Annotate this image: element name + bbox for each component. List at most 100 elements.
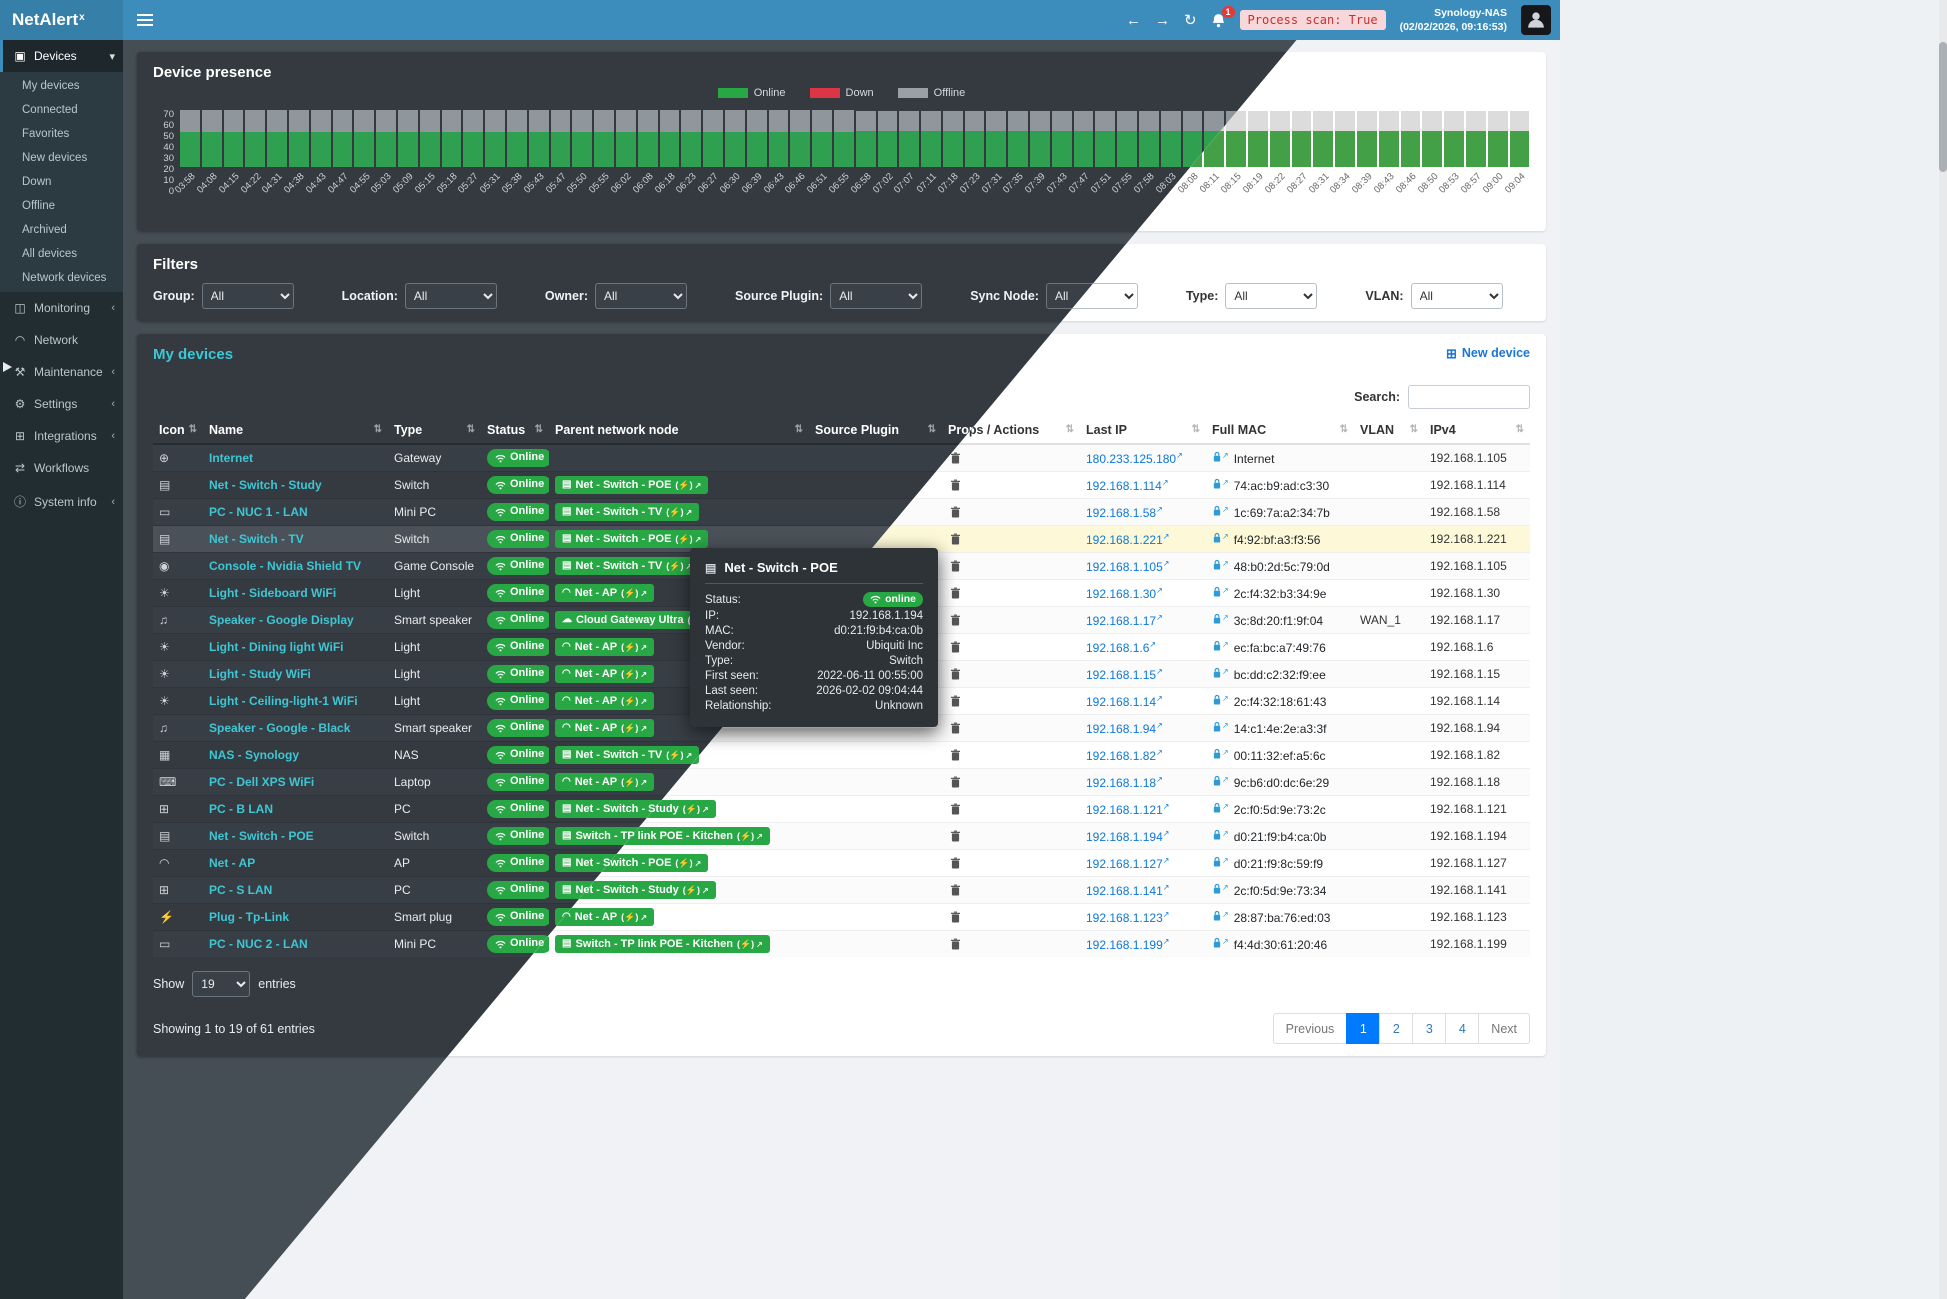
parent-node-button[interactable]: ◠Net - AP(⚡)↗ — [555, 638, 655, 656]
device-name-link[interactable]: PC - Dell XPS WiFi — [209, 775, 315, 789]
device-name-link[interactable]: PC - B LAN — [209, 802, 273, 816]
sidebar-item-down[interactable]: Down — [22, 176, 52, 188]
parent-node-button[interactable]: ▤Net - Switch - POE(⚡)↗ — [555, 476, 709, 494]
sidebar-item-settings[interactable]: ⚙ Settings ‹ — [0, 388, 123, 420]
column-header-name[interactable]: Name ⇅ — [203, 417, 388, 445]
previous-page-button[interactable]: Previous — [1272, 1013, 1348, 1044]
delete-device-button[interactable] — [948, 612, 963, 628]
legend-item-online[interactable]: Online — [717, 87, 786, 99]
lock-icon[interactable] — [1212, 667, 1222, 679]
device-name-link[interactable]: PC - S LAN — [209, 883, 273, 897]
device-name-link[interactable]: PC - NUC 1 - LAN — [209, 505, 308, 519]
last-ip-link[interactable]: 192.168.1.194 — [1086, 829, 1163, 844]
delete-device-button[interactable] — [948, 855, 963, 871]
lock-icon[interactable] — [1212, 586, 1222, 598]
last-ip-link[interactable]: 192.168.1.58 — [1086, 505, 1157, 520]
delete-device-button[interactable] — [948, 558, 963, 574]
delete-device-button[interactable] — [948, 801, 963, 817]
lock-icon[interactable] — [1212, 640, 1222, 652]
last-ip-link[interactable]: 192.168.1.141 — [1086, 883, 1163, 898]
parent-node-button[interactable]: ▤Switch - TP link POE - Kitchen(⚡)↗ — [555, 935, 770, 953]
parent-node-button[interactable]: ▤Net - Switch - POE(⚡)↗ — [555, 530, 709, 548]
parent-node-button[interactable]: ▤Net - Switch - TV(⚡)↗ — [555, 503, 700, 521]
column-header-source-plugin[interactable]: Source Plugin ⇅ — [809, 417, 942, 445]
delete-device-button[interactable] — [948, 936, 963, 952]
page-button-2[interactable]: 2 — [1379, 1013, 1414, 1044]
filter-select-source-plugin[interactable]: All — [830, 283, 923, 309]
filter-select-vlan[interactable]: All — [1410, 283, 1503, 309]
parent-node-button[interactable]: ◠Net - AP(⚡)↗ — [555, 584, 655, 602]
column-header-last-ip[interactable]: Last IP ⇅ — [1080, 417, 1206, 445]
sidebar-item-my-devices[interactable]: My devices — [22, 80, 80, 92]
device-name-link[interactable]: Internet — [209, 451, 254, 465]
last-ip-link[interactable]: 192.168.1.221 — [1086, 532, 1163, 547]
last-ip-link[interactable]: 192.168.1.94 — [1086, 721, 1157, 736]
delete-device-button[interactable] — [948, 504, 963, 520]
lock-icon[interactable] — [1212, 748, 1222, 760]
delete-device-button[interactable] — [948, 909, 963, 925]
parent-node-button[interactable]: ◠Net - AP(⚡)↗ — [555, 908, 655, 926]
lock-icon[interactable] — [1212, 694, 1222, 706]
last-ip-link[interactable]: 192.168.1.82 — [1086, 748, 1157, 763]
last-ip-link[interactable]: 180.233.125.180 — [1086, 451, 1177, 466]
last-ip-link[interactable]: 192.168.1.114 — [1086, 478, 1162, 493]
last-ip-link[interactable]: 192.168.1.30 — [1086, 586, 1157, 601]
sidebar-item-favorites[interactable]: Favorites — [22, 128, 70, 140]
filter-select-owner[interactable]: All — [594, 283, 687, 309]
sidebar-item-monitoring[interactable]: ◫ Monitoring ‹ — [0, 292, 123, 324]
sidebar-item-workflows[interactable]: ⇄ Workflows — [0, 452, 123, 484]
parent-node-button[interactable]: ▤Net - Switch - TV(⚡)↗ — [555, 557, 700, 575]
scrollbar-thumb[interactable] — [1939, 42, 1947, 172]
legend-item-offline[interactable]: Offline — [897, 87, 965, 99]
forward-button[interactable]: → — [1154, 11, 1170, 29]
parent-node-button[interactable]: ◠Net - AP(⚡)↗ — [555, 692, 655, 710]
delete-device-button[interactable] — [948, 477, 963, 493]
lock-icon[interactable] — [1212, 883, 1222, 895]
next-page-button[interactable]: Next — [1478, 1013, 1530, 1044]
last-ip-link[interactable]: 192.168.1.105 — [1086, 559, 1163, 574]
device-name-link[interactable]: PC - NUC 2 - LAN — [209, 937, 308, 951]
column-header-parent-network-node[interactable]: Parent network node ⇅ — [549, 417, 809, 445]
sidebar-item-all-devices[interactable]: All devices — [22, 248, 77, 260]
delete-device-button[interactable] — [948, 882, 963, 898]
column-header-icon[interactable]: Icon⇅ — [153, 417, 203, 445]
lock-icon[interactable] — [1212, 910, 1222, 922]
notifications-button[interactable]: 1 — [1211, 5, 1235, 28]
delete-device-button[interactable] — [948, 450, 963, 466]
parent-node-button[interactable]: ▤Net - Switch - Study(⚡)↗ — [555, 881, 716, 899]
lock-icon[interactable] — [1212, 451, 1222, 463]
parent-node-button[interactable]: ◠Net - AP(⚡)↗ — [555, 719, 655, 737]
device-name-link[interactable]: Light - Sideboard WiFi — [209, 586, 337, 600]
device-name-link[interactable]: Net - Switch - POE — [209, 829, 314, 843]
device-name-link[interactable]: Console - Nvidia Shield TV — [209, 559, 362, 573]
lock-icon[interactable] — [1212, 856, 1222, 868]
new-device-button[interactable]: ⊞ New device — [1446, 346, 1530, 360]
filter-select-location[interactable]: All — [404, 283, 497, 309]
sidebar-toggle-button[interactable] — [123, 0, 167, 40]
lock-icon[interactable] — [1212, 775, 1222, 787]
parent-node-button[interactable]: ◠Net - AP(⚡)↗ — [555, 773, 655, 791]
refresh-button[interactable]: ↻ — [1183, 12, 1197, 29]
column-header-status[interactable]: Status ⇅ — [481, 417, 549, 445]
device-name-link[interactable]: Light - Ceiling-light-1 WiFi — [209, 694, 358, 708]
delete-device-button[interactable] — [948, 666, 963, 682]
lock-icon[interactable] — [1212, 829, 1222, 841]
sidebar-item-integrations[interactable]: ⊞ Integrations ‹ — [0, 420, 123, 452]
column-header-full-mac[interactable]: Full MAC ⇅ — [1206, 417, 1354, 445]
filter-select-group[interactable]: All — [201, 283, 294, 309]
delete-device-button[interactable] — [948, 720, 963, 736]
delete-device-button[interactable] — [948, 585, 963, 601]
legend-item-down[interactable]: Down — [809, 87, 874, 99]
lock-icon[interactable] — [1212, 505, 1222, 517]
parent-node-button[interactable]: ◠Net - AP(⚡)↗ — [555, 665, 655, 683]
last-ip-link[interactable]: 192.168.1.17 — [1086, 613, 1157, 628]
device-name-link[interactable]: Speaker - Google - Black — [209, 721, 351, 735]
lock-icon[interactable] — [1212, 721, 1222, 733]
device-name-link[interactable]: Plug - Tp-Link — [209, 910, 289, 924]
sidebar-item-new-devices[interactable]: New devices — [22, 152, 88, 164]
sidebar-item-maintenance[interactable]: ⚒ Maintenance ‹ — [0, 356, 123, 388]
device-name-link[interactable]: Light - Dining light WiFi — [209, 640, 344, 654]
sidebar-item-archived[interactable]: Archived — [22, 224, 67, 236]
lock-icon[interactable] — [1212, 532, 1222, 544]
